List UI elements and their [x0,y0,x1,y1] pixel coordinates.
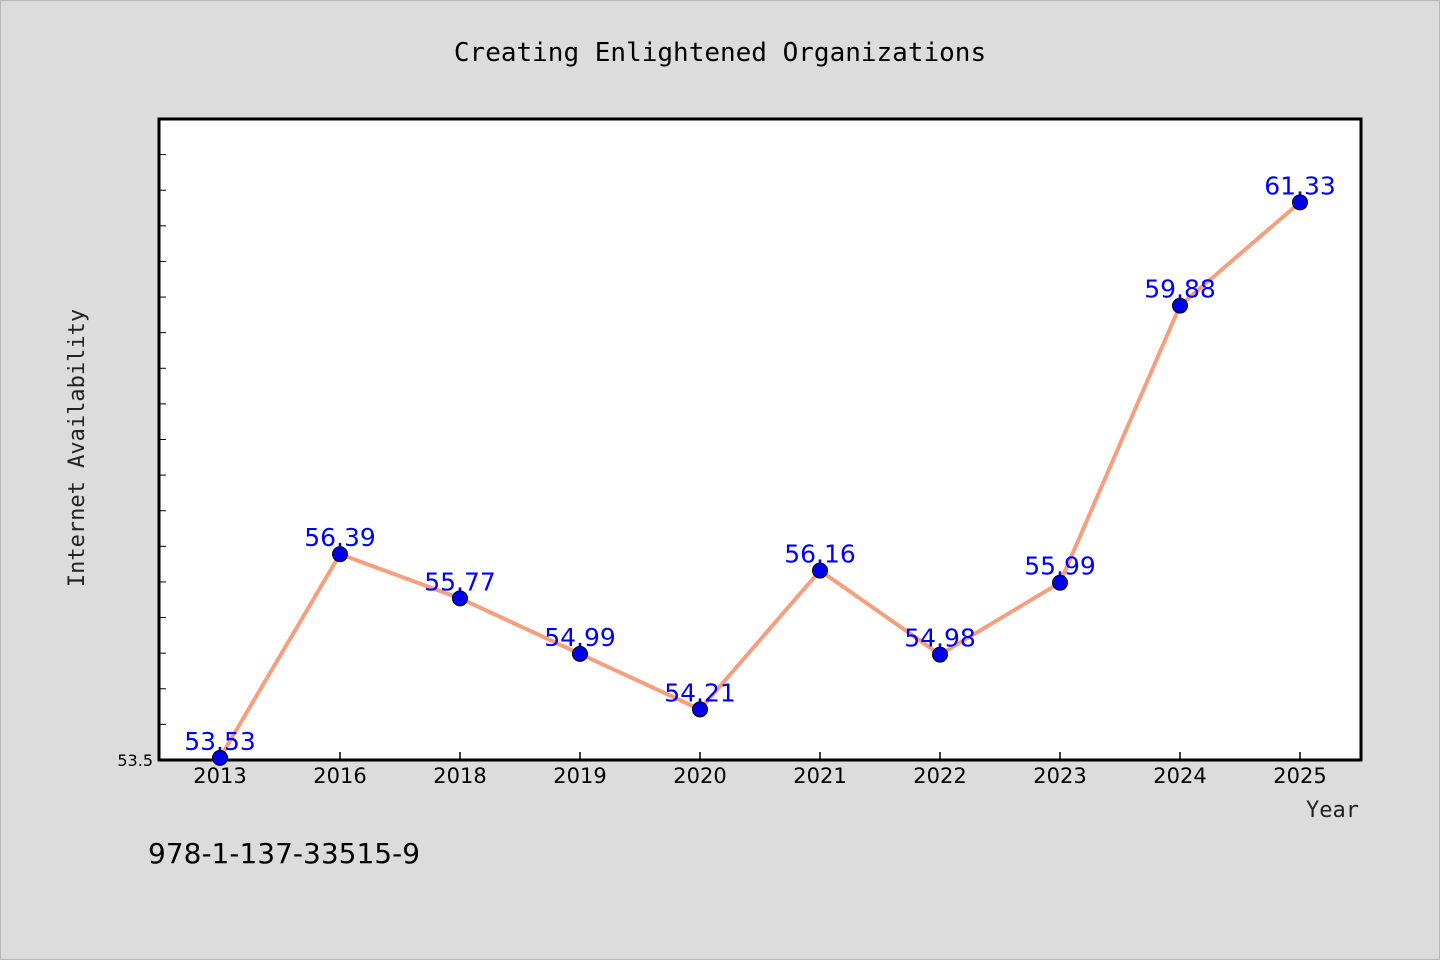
x-tick-label: 2024 [1153,764,1206,788]
data-label: 54.21 [664,678,736,707]
data-label: 54.98 [904,624,976,653]
data-label: 55.77 [424,567,496,596]
data-point-marker [572,645,588,662]
x-tick-label: 2016 [313,764,366,788]
data-point-marker [452,590,468,607]
x-axis-label: Year [1306,798,1359,823]
series-line [218,200,1302,759]
data-point-marker [332,546,348,563]
data-point-marker [212,749,228,766]
chart-title: Creating Enlightened Organizations [454,38,986,68]
x-tick-label: 2022 [913,764,966,788]
data-label: 61.33 [1264,171,1336,200]
data-point-marker [812,562,828,579]
series-markers [212,194,1308,766]
x-tick-label: 2025 [1273,764,1326,788]
data-point-marker [692,701,708,718]
plot-area [157,117,1363,762]
data-label: 56.39 [304,523,376,552]
data-point-marker [1052,574,1068,591]
x-tick-label: 2019 [553,764,606,788]
y-tick-label: 53.5 [117,751,153,770]
data-label: 59.88 [1144,275,1216,304]
x-tick-label: 2018 [433,764,486,788]
data-label: 56.16 [784,540,856,569]
data-point-marker [932,646,948,663]
data-label: 55.99 [1024,552,1096,581]
data-point-marker [1292,194,1308,211]
series-data-labels: 53.53 56.39 55.77 54.99 54.21 56.16 54.98 55.99… [184,171,1336,756]
isbn-footer-text: 978-1-137-33515-9 [148,837,420,870]
y-axis-label: Internet Availability [65,309,90,587]
x-tick-label: 2021 [793,764,846,788]
data-point-marker [1172,297,1188,314]
x-axis-ticks [219,752,1301,760]
data-label: 54.99 [544,623,616,652]
x-axis-tick-labels: 2013 2016 2018 2019 2020 2021 2022 2023 2024 2025 [193,764,1326,788]
series-polyline [218,200,1302,759]
x-tick-label: 2020 [673,764,726,788]
y-axis-ticks [159,118,166,761]
x-tick-label: 2023 [1033,764,1086,788]
x-tick-label: 2013 [193,764,246,788]
data-label: 53.53 [184,727,256,756]
